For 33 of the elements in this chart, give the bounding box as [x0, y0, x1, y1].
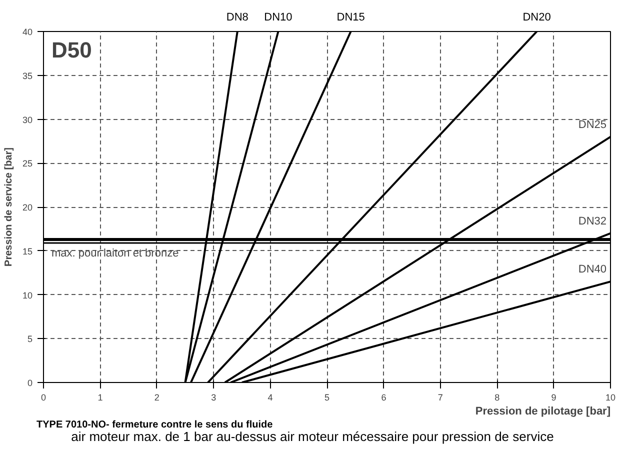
x-tick-label: 3 [211, 392, 216, 402]
y-tick-label: 0 [27, 378, 33, 388]
x-tick-label: 5 [324, 392, 330, 402]
text: air moteur max. de 1 bar au-dessus air moteur mécessaire pour pression de service [71, 429, 554, 444]
series-label: DN20 [522, 12, 551, 24]
y-tick-label: 10 [22, 290, 33, 300]
y-axis-title: Pression de service [bar] [3, 148, 14, 266]
x-tick-label: 2 [154, 392, 160, 402]
y-tick-label: 25 [22, 158, 33, 169]
y-tick-label: 5 [27, 334, 33, 344]
series-label: DN15 [336, 12, 365, 24]
y-tick-label: 20 [22, 202, 33, 212]
y-tick-label: 30 [22, 114, 33, 125]
series-label: DN10 [264, 12, 292, 24]
y-tick-label: 15 [22, 246, 33, 256]
series-label: DN8 [226, 12, 248, 24]
series-label: DN40 [578, 264, 606, 276]
text: TYPE 7010-NO- fermeture contre le sens du fluide [36, 420, 274, 430]
chart-title: D50 [52, 38, 92, 62]
x-tick-label: 6 [381, 392, 386, 402]
x-tick-label: 8 [494, 392, 500, 402]
x-tick-label: 4 [268, 392, 273, 402]
series-label: DN32 [578, 215, 606, 228]
series-label: DN25 [578, 118, 606, 131]
x-axis-title: Pression de pilotage [bar] [475, 406, 611, 418]
x-tick-label: 0 [40, 392, 46, 402]
y-tick-label: 40 [22, 27, 33, 37]
y-tick-label: 35 [22, 70, 33, 81]
x-tick-label: 10 [605, 392, 616, 402]
legend-label: max. pour laiton et bronze [52, 247, 179, 260]
x-tick-label: 1 [98, 392, 103, 402]
x-tick-label: 7 [438, 392, 443, 402]
x-tick-label: 9 [551, 392, 556, 402]
